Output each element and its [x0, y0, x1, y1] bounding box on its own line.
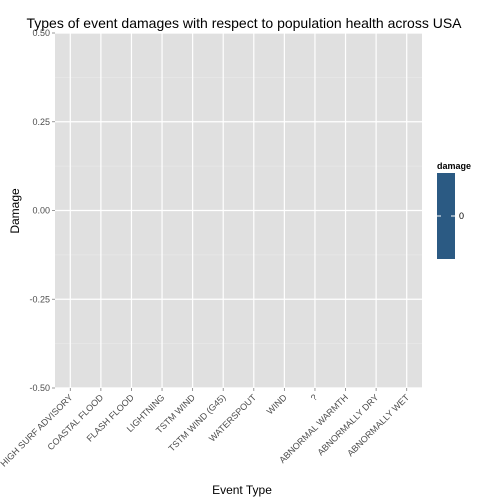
y-tick-label: -0.25: [29, 294, 50, 304]
x-tick-label: ABNORMALLY WET: [345, 392, 411, 458]
y-tick-label: 0.25: [32, 117, 50, 127]
y-tick-label: 0.00: [32, 206, 50, 216]
legend: damage 0: [437, 161, 471, 259]
minor-gridlines: [55, 77, 422, 344]
y-tick-label: 0.50: [32, 28, 50, 38]
legend-title: damage: [437, 161, 471, 171]
major-gridlines: [55, 32, 422, 389]
y-tick-label: -0.50: [29, 383, 50, 393]
y-axis-title: Damage: [8, 188, 22, 234]
x-tick-label: ?: [309, 392, 320, 403]
chart-title: Types of event damages with respect to p…: [26, 15, 462, 31]
y-axis-ticks: 0.50 0.25 0.00 -0.25 -0.50: [29, 28, 55, 393]
x-tick-label: WIND: [265, 392, 289, 416]
x-tick-label: COASTAL FLOOD: [46, 392, 106, 452]
legend-colorbar: [437, 173, 455, 259]
x-axis-title: Event Type: [212, 483, 272, 497]
legend-entry-label: 0: [459, 211, 464, 221]
x-tick-label: TSTM WIND (G45): [166, 392, 227, 453]
